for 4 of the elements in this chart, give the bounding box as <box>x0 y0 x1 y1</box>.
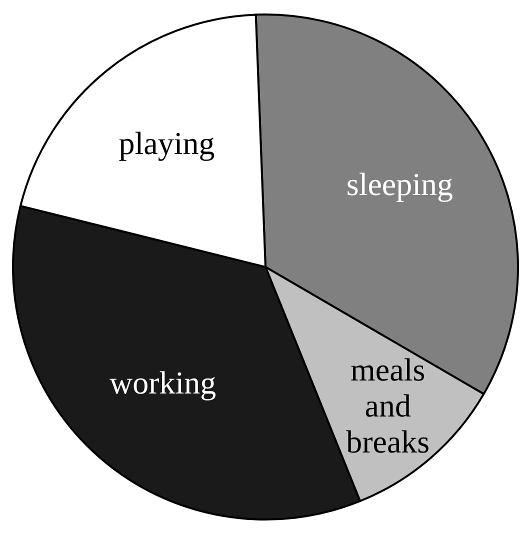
slice-label: sleeping <box>346 166 454 202</box>
slice-label: playing <box>118 124 215 161</box>
slice-label: working <box>109 364 216 401</box>
slice-label: meals and breaks <box>346 352 430 460</box>
